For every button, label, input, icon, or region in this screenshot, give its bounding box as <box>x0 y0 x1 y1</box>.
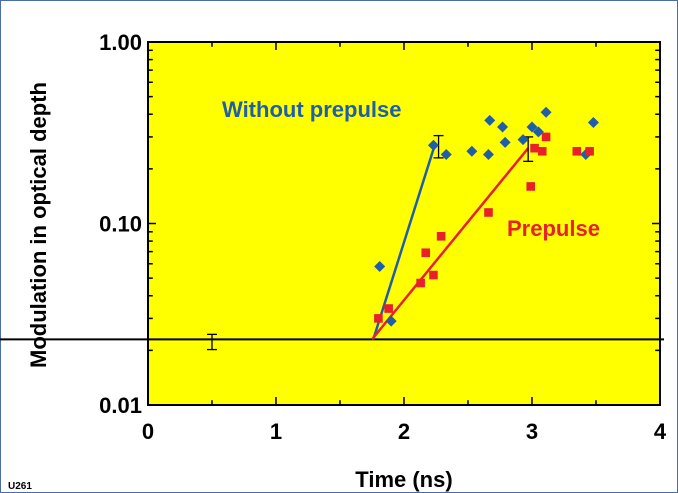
fit-line-0 <box>372 144 436 340</box>
point-s0-7 <box>497 121 509 133</box>
point-s0-0 <box>374 260 386 272</box>
point-s0-8 <box>499 136 511 148</box>
x-tick-label: 4 <box>654 419 667 444</box>
tick-labels: 0 1 2 3 4 0.01 0.10 1.00 <box>99 30 667 444</box>
point-s0-9 <box>517 134 529 146</box>
annotation-prepulse: Prepulse <box>507 216 600 241</box>
point-s1-0 <box>374 314 383 323</box>
point-s0-1 <box>385 315 397 327</box>
y-axis-title: Modulation in optical depth <box>26 82 51 368</box>
y-tick-label: 1.00 <box>99 30 142 55</box>
fit-lines <box>371 144 530 341</box>
x-tick-label: 3 <box>526 419 538 444</box>
point-s1-6 <box>484 208 493 217</box>
x-tick-label: 0 <box>142 419 154 444</box>
point-s1-12 <box>585 146 594 156</box>
point-s0-12 <box>540 106 552 118</box>
point-s0-6 <box>484 114 496 126</box>
point-s1-1 <box>384 304 393 313</box>
error-bar-1 <box>433 134 444 159</box>
point-s1-2 <box>416 278 425 288</box>
point-s0-11 <box>532 126 544 138</box>
point-s1-7 <box>526 182 536 191</box>
point-s1-11 <box>572 146 582 156</box>
annotation-without-prepulse: Without prepulse <box>222 97 401 122</box>
x-tick-label: 2 <box>398 419 410 444</box>
plot-border <box>147 41 661 406</box>
figure-code-label: U261 <box>8 481 32 492</box>
y-tick-label: 0.01 <box>99 393 142 418</box>
point-s1-8 <box>530 143 539 153</box>
point-s1-3 <box>421 248 431 258</box>
fit-line-1 <box>371 147 530 341</box>
point-s1-4 <box>429 270 438 280</box>
x-tick-label: 1 <box>270 419 282 444</box>
point-s0-10 <box>526 121 538 133</box>
x-axis-title: Time (ns) <box>355 467 452 492</box>
error-bars <box>207 134 534 351</box>
point-s0-5 <box>482 148 494 160</box>
point-s0-2 <box>427 139 439 151</box>
data-points <box>374 106 599 327</box>
y-tick-label: 0.10 <box>99 212 142 237</box>
point-s1-9 <box>537 146 547 156</box>
point-s1-10 <box>541 132 551 142</box>
plot-area <box>148 42 660 405</box>
point-s0-4 <box>466 145 478 157</box>
error-bar-0 <box>207 333 217 351</box>
point-s0-3 <box>440 148 452 160</box>
point-s0-14 <box>587 117 599 129</box>
point-s1-5 <box>436 232 446 241</box>
